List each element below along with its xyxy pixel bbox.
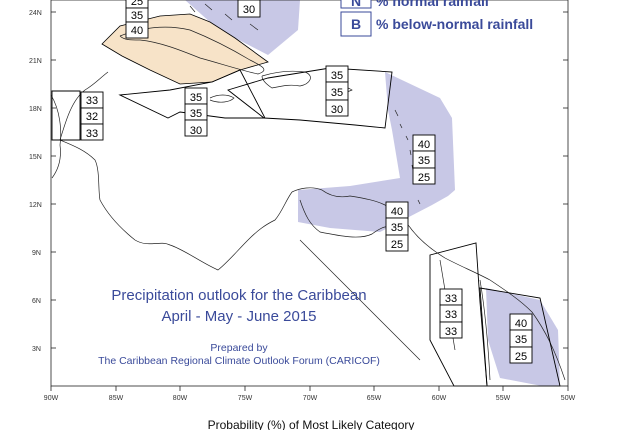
probability-caption: Probability (%) of Most Likely Category bbox=[208, 418, 415, 430]
probability-value: 35 bbox=[331, 70, 343, 82]
probability-value: 32 bbox=[86, 111, 98, 123]
probability-value: 33 bbox=[86, 128, 98, 140]
lon-label: 55W bbox=[496, 395, 511, 402]
lat-label: 24N bbox=[29, 10, 42, 17]
legend: N % normal rainfall B % below-normal rai… bbox=[340, 0, 533, 37]
probability-value: 33 bbox=[445, 326, 457, 338]
legend-below-swatch bbox=[340, 11, 372, 37]
probability-value: 35 bbox=[131, 10, 143, 22]
probability-value: 30 bbox=[190, 125, 202, 137]
coastline-bahamas bbox=[189, 3, 259, 31]
probability-value: 30 bbox=[243, 4, 255, 16]
coastline-jamaica bbox=[209, 94, 235, 103]
credit-line-1: Prepared by bbox=[210, 342, 268, 354]
probability-value: 40 bbox=[515, 318, 527, 330]
probability-box-lesser-antilles: 40 35 25 bbox=[412, 134, 436, 185]
lon-label: 90W bbox=[44, 395, 59, 402]
lat-label: 6N bbox=[32, 298, 41, 305]
map-frame bbox=[50, 0, 569, 387]
coastline-cuba bbox=[119, 26, 265, 75]
lon-label: 50W bbox=[561, 395, 576, 402]
lat-labels: 24N 21N 18N 15N 12N 9N 6N 3N bbox=[29, 10, 42, 353]
probability-value: 25 bbox=[391, 239, 403, 251]
coastline-south-america bbox=[291, 187, 566, 381]
coastline-hispaniola bbox=[261, 70, 311, 89]
probability-value: 25 bbox=[131, 0, 143, 8]
probability-box-hispaniola-pr: 35 35 30 bbox=[325, 65, 349, 117]
lon-label: 75W bbox=[238, 395, 253, 402]
lon-label: 85W bbox=[109, 395, 124, 402]
probability-value: 35 bbox=[190, 92, 202, 104]
probability-value: 33 bbox=[86, 95, 98, 107]
probability-box-north-central: 25 35 40 bbox=[125, 0, 149, 39]
outline-greater-antilles-east bbox=[227, 67, 393, 129]
lon-axis bbox=[50, 386, 569, 391]
coastline-yucatan bbox=[59, 71, 109, 141]
probability-box-suriname-guiana: 40 35 25 bbox=[509, 313, 533, 364]
probability-value: 35 bbox=[515, 334, 527, 346]
outline-western-belize bbox=[51, 90, 81, 141]
coastline-central-america bbox=[50, 94, 293, 271]
below-normal-region-eastern-caribbean bbox=[298, 72, 455, 232]
legend-below-letter: B bbox=[351, 16, 361, 32]
lon-label: 70W bbox=[303, 395, 318, 402]
probability-value: 40 bbox=[391, 206, 403, 218]
probability-value: 35 bbox=[331, 87, 343, 99]
probability-value: 33 bbox=[445, 293, 457, 305]
legend-normal-letter: N bbox=[351, 0, 361, 9]
probability-value: 35 bbox=[190, 108, 202, 120]
outlook-title: Precipitation outlook for the Caribbean … bbox=[98, 287, 380, 367]
lat-label: 18N bbox=[29, 106, 42, 113]
region-outlines bbox=[51, 67, 561, 387]
title-line-2: April - May - June 2015 bbox=[161, 308, 316, 325]
probability-value: 35 bbox=[418, 155, 430, 167]
legend-normal-swatch bbox=[340, 0, 372, 9]
lat-label: 21N bbox=[29, 58, 42, 65]
probability-box-turks-caicos: 30 bbox=[237, 0, 261, 18]
probability-value: 40 bbox=[418, 139, 430, 151]
probability-value: 35 bbox=[391, 222, 403, 234]
probability-box-trinidad-abc: 40 35 25 bbox=[385, 201, 409, 252]
legend-below-text: % below-normal rainfall bbox=[376, 16, 533, 32]
probability-box-western-belize: 33 32 33 bbox=[80, 91, 104, 141]
lon-label: 60W bbox=[432, 395, 447, 402]
below-normal-region-bahamas bbox=[185, 0, 300, 55]
lon-labels: 90W 85W 80W 75W 70W 65W 60W 55W 50W bbox=[44, 395, 576, 402]
lat-label: 15N bbox=[29, 154, 42, 161]
coastline-venezuela-inland bbox=[299, 199, 396, 238]
coastline-lesser-antilles bbox=[394, 109, 421, 205]
probability-box-guyana: 33 33 33 bbox=[439, 288, 463, 339]
lon-label: 80W bbox=[173, 395, 188, 402]
lat-label: 9N bbox=[32, 250, 41, 257]
legend-normal-text: % normal rainfall bbox=[376, 0, 489, 9]
title-line-1: Precipitation outlook for the Caribbean bbox=[111, 287, 366, 304]
lat-label: 12N bbox=[29, 202, 42, 209]
probability-value: 30 bbox=[331, 104, 343, 116]
credit-line-2: The Caribbean Regional Climate Outlook F… bbox=[98, 355, 380, 367]
probability-value: 40 bbox=[131, 25, 143, 37]
probability-value: 33 bbox=[445, 309, 457, 321]
lon-label: 65W bbox=[367, 395, 382, 402]
lat-axis bbox=[51, 11, 568, 349]
probability-box-jamaica-cayman: 35 35 30 bbox=[184, 87, 208, 137]
lat-label: 3N bbox=[32, 346, 41, 353]
probability-value: 25 bbox=[515, 351, 527, 363]
probability-value: 25 bbox=[418, 172, 430, 184]
